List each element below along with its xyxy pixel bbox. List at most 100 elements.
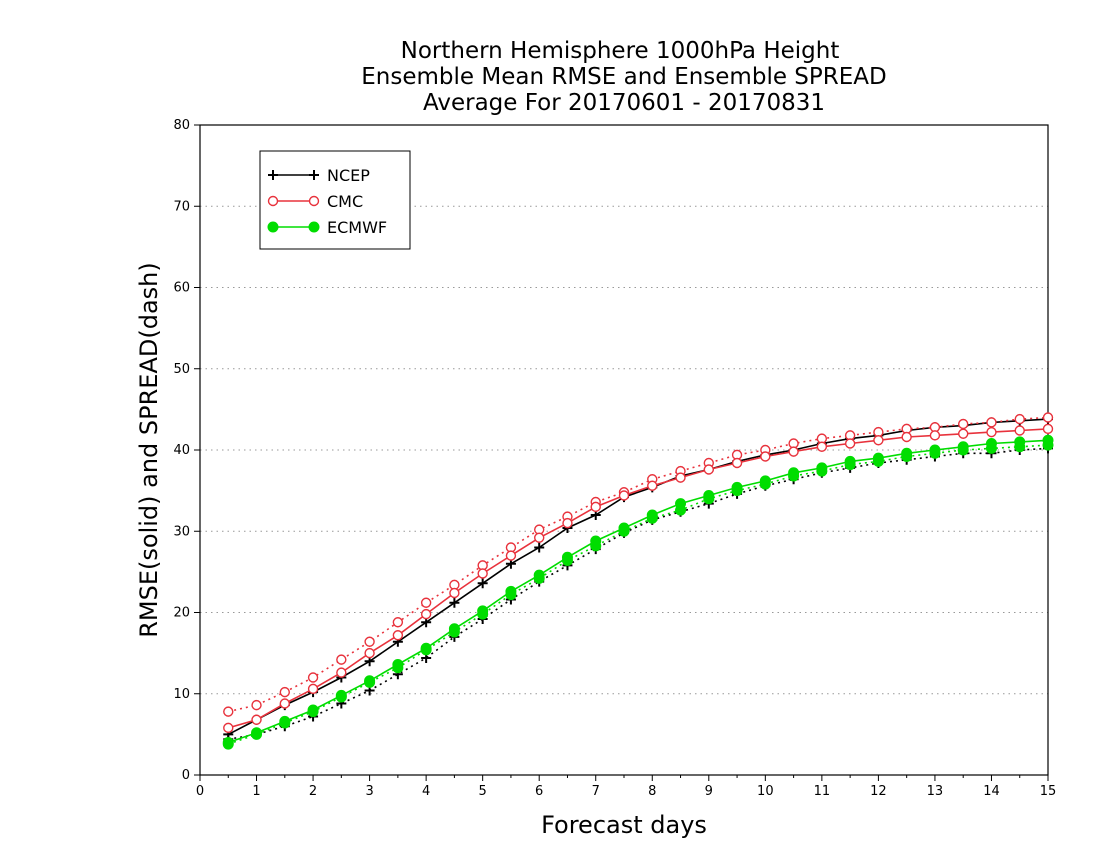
series-ecmwf-rmse-point-2 <box>279 715 291 727</box>
series-cmc-rmse-point-5 <box>364 647 375 659</box>
series-ecmwf-rmse-point-10 <box>505 585 517 597</box>
series-ecmwf-rmse-point-5 <box>364 675 376 687</box>
legend-label-ecmwf: ECMWF <box>327 218 387 237</box>
grid-layer <box>200 205 1048 695</box>
chart-title-line-2: Ensemble Mean RMSE and Ensemble SPREAD <box>361 64 886 90</box>
series-cmc-spread-point-1 <box>251 699 262 711</box>
series-ecmwf-rmse-point-9 <box>477 605 489 617</box>
series-ecmwf-rmse-point-22 <box>844 455 856 467</box>
series-ecmwf-rmse-point-23 <box>872 452 884 464</box>
series-cmc-rmse-point-28 <box>1014 425 1025 436</box>
series-cmc-rmse-line <box>228 428 1049 729</box>
series-ecmwf-rmse-point-27 <box>985 438 997 449</box>
y-axis-label: RMSE(solid) and SPREAD(dash) <box>135 262 163 638</box>
series-ecmwf-rmse-point-7 <box>420 642 432 654</box>
legend: NCEP CMC ECMWF <box>259 150 411 250</box>
series-cmc-rmse-point-27 <box>986 426 997 438</box>
series-ecmwf-rmse-point-19 <box>759 475 771 487</box>
series-ecmwf-rmse-point-14 <box>618 522 630 534</box>
chart-title-line-3: Average For 20170601 - 20170831 <box>423 90 825 116</box>
series-cmc-spread-point-4 <box>336 654 347 665</box>
series-ncep-spread-line <box>228 447 1049 741</box>
series-cmc-rmse-point-9 <box>477 568 488 579</box>
x-tick-label-14: 14 <box>983 784 1000 799</box>
x-tick-label-10: 10 <box>757 784 774 799</box>
series-ecmwf-rmse-point-4 <box>335 689 347 701</box>
x-tick-label-1: 1 <box>252 784 260 799</box>
series-ecmwf-rmse-point-15 <box>646 509 658 521</box>
x-tick-label-3: 3 <box>365 784 373 799</box>
x-tick-label-7: 7 <box>592 784 600 799</box>
series-ecmwf-rmse-point-12 <box>561 551 573 563</box>
series-ecmwf-rmse-point-8 <box>448 623 460 635</box>
series-ecmwf-rmse-point-11 <box>533 569 545 581</box>
x-axis-label: Forecast days <box>541 811 707 839</box>
legend-items: NCEP CMC ECMWF <box>267 166 387 237</box>
series-cmc-spread-line <box>228 416 1049 713</box>
series-cmc-spread-point-3 <box>307 672 319 683</box>
x-tick-label-11: 11 <box>814 784 831 799</box>
series-cmc-spread-point-28 <box>1014 413 1025 425</box>
legend-marker-right-ncep <box>309 170 319 180</box>
series-layer <box>222 412 1054 750</box>
series-cmc-rmse-point-2 <box>279 698 290 709</box>
series-cmc-rmse-point-13 <box>590 501 601 513</box>
series-ncep-rmse-point-8 <box>449 597 460 608</box>
x-tick-label-8: 8 <box>648 784 656 799</box>
legend-marker-left-ncep <box>268 170 278 180</box>
series-ncep-rmse-point-9 <box>477 578 488 589</box>
series-ecmwf-rmse-point-26 <box>957 441 969 453</box>
series-cmc-rmse-point-20 <box>788 446 799 457</box>
series-cmc-rmse-point-8 <box>449 587 460 599</box>
series-ncep <box>223 414 1053 745</box>
series-cmc-rmse-point-22 <box>844 438 856 449</box>
series-cmc-spread-point-27 <box>986 417 997 428</box>
y-tick-label-70: 70 <box>173 199 190 214</box>
series-ecmwf-rmse-point-3 <box>307 704 319 716</box>
series-ecmwf-rmse-point-29 <box>1042 434 1054 446</box>
legend-marker-right-ecmwf <box>308 221 320 233</box>
x-tick-label-12: 12 <box>870 784 887 799</box>
series-cmc-rmse-point-25 <box>929 430 941 441</box>
y-tick-label-10: 10 <box>173 687 190 702</box>
series-ecmwf <box>222 434 1054 750</box>
legend-marker-left-cmc <box>267 195 279 207</box>
series-cmc-rmse-point-7 <box>420 608 432 620</box>
x-tick-label-13: 13 <box>927 784 944 799</box>
legend-label-cmc: CMC <box>327 192 363 211</box>
series-ncep-rmse-line <box>227 418 1049 736</box>
y-tick-label-20: 20 <box>173 606 190 621</box>
legend-item-ncep: NCEP <box>268 166 370 185</box>
series-cmc-rmse-point-1 <box>251 714 262 725</box>
series-ecmwf-rmse-point-18 <box>731 481 743 493</box>
series-cmc-rmse-point-12 <box>562 517 573 529</box>
x-tick-label-0: 0 <box>196 784 204 799</box>
series-cmc-rmse-point-26 <box>958 428 969 439</box>
y-tick-label-80: 80 <box>173 118 190 133</box>
x-tick-label-5: 5 <box>479 784 487 799</box>
series-ncep-rmse-point-11 <box>534 542 545 553</box>
series-cmc-spread-point-29 <box>1042 412 1054 423</box>
series-cmc-spread-point-6 <box>392 617 404 628</box>
series-ecmwf-rmse-point-16 <box>675 498 687 510</box>
x-tick-label-4: 4 <box>422 784 430 799</box>
legend-label-ncep: NCEP <box>327 166 370 185</box>
y-tick-label-40: 40 <box>173 443 190 458</box>
x-tick-label-6: 6 <box>535 784 543 799</box>
series-ecmwf-rmse-line <box>228 439 1049 744</box>
legend-box <box>259 150 411 250</box>
series-cmc-rmse-point-29 <box>1042 423 1054 435</box>
x-tick-label-2: 2 <box>309 784 317 799</box>
series-ecmwf-rmse-point-0 <box>222 737 234 748</box>
legend-item-ecmwf: ECMWF <box>267 218 387 237</box>
series-cmc <box>223 412 1054 734</box>
series-ecmwf-rmse-point-6 <box>392 659 404 670</box>
series-cmc-rmse-point-17 <box>703 464 714 475</box>
series-cmc-rmse-point-16 <box>675 472 686 483</box>
series-ecmwf-rmse-point-1 <box>251 727 263 739</box>
series-ecmwf-rmse-point-21 <box>816 462 828 474</box>
series-cmc-rmse-point-11 <box>534 532 545 543</box>
